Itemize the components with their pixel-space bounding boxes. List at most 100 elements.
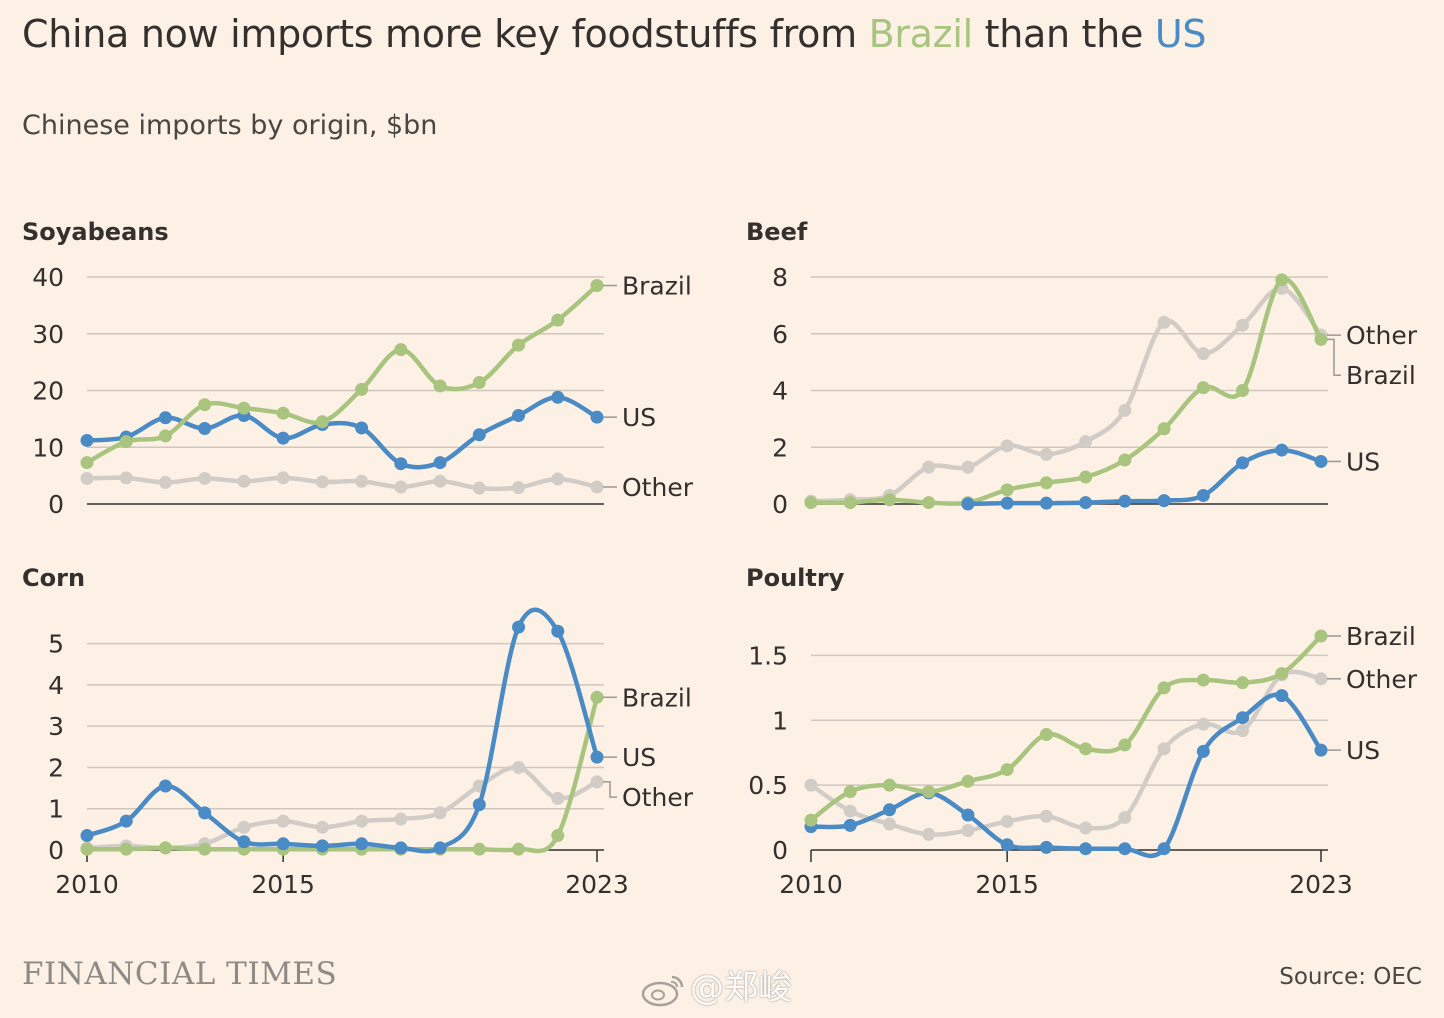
data-point-brazil [315, 415, 329, 429]
data-point-us [158, 411, 172, 425]
series-other [80, 760, 604, 855]
y-tick-label: 1.5 [748, 641, 788, 670]
series-brazil [804, 629, 1328, 827]
data-point-us [1079, 496, 1093, 510]
data-point-brazil [158, 429, 172, 443]
data-point-us [551, 390, 565, 404]
data-point-other [1157, 742, 1171, 756]
y-tick-label: 8 [772, 263, 788, 292]
x-tick-label: 2010 [779, 870, 843, 899]
y-tick-label: 5 [48, 630, 64, 659]
data-point-other [315, 475, 329, 489]
data-point-brazil [961, 774, 975, 788]
data-point-us [843, 818, 857, 832]
data-point-other [355, 474, 369, 488]
series-label-us: US [622, 743, 656, 772]
series-other [80, 471, 604, 495]
data-point-brazil [472, 842, 486, 856]
data-point-us [355, 837, 369, 851]
data-point-other [119, 471, 133, 485]
series-other [804, 281, 1328, 508]
data-point-other [1079, 435, 1093, 449]
data-point-us [1079, 842, 1093, 856]
data-point-brazil [1118, 453, 1132, 467]
data-point-brazil [922, 785, 936, 799]
data-point-other [1236, 724, 1250, 738]
data-point-other [1236, 318, 1250, 332]
data-point-us [198, 806, 212, 820]
panel-title-soyabeans: Soyabeans [22, 218, 169, 246]
data-point-us [472, 798, 486, 812]
data-point-us [1157, 842, 1171, 856]
watermark-text: @郑峻 [690, 968, 792, 1008]
series-label-brazil: Brazil [1346, 361, 1416, 390]
data-point-brazil [1039, 476, 1053, 490]
data-point-brazil [1000, 763, 1014, 777]
data-point-other [1118, 811, 1132, 825]
data-point-other [472, 481, 486, 495]
data-point-us [1157, 494, 1171, 508]
data-point-other [1157, 315, 1171, 329]
series-label-other: Other [1346, 321, 1418, 350]
panel-poultry: Poultry 0 0.5 1 1.5 2010 2015 2023 Brazil Other US [746, 564, 1418, 899]
data-point-brazil [119, 435, 133, 449]
data-point-other [512, 481, 526, 495]
data-point-brazil [1236, 676, 1250, 690]
y-tick-label: 20 [32, 377, 64, 406]
data-point-us [433, 841, 447, 855]
data-point-brazil [1236, 384, 1250, 397]
data-point-brazil [590, 279, 604, 293]
data-point-us [1196, 488, 1210, 502]
data-point-us [315, 839, 329, 853]
panel-soyabeans: Soyabeans 0 10 20 30 40 Brazil US Other [22, 218, 694, 519]
series-label-brazil: Brazil [1346, 622, 1416, 651]
data-point-us [198, 422, 212, 436]
data-point-other [158, 475, 172, 489]
data-point-us [276, 837, 290, 851]
data-point-other [80, 471, 94, 485]
data-point-other [551, 791, 565, 805]
data-point-us [512, 408, 526, 422]
data-point-us [1314, 454, 1328, 468]
data-point-other [843, 804, 857, 818]
y-tick-label: 10 [32, 433, 64, 462]
y-tick-label: 0 [772, 490, 788, 519]
series-us [80, 607, 604, 855]
series-label-other: Other [622, 473, 694, 502]
label-leader [1327, 338, 1341, 376]
data-point-brazil [1118, 738, 1132, 752]
y-tick-label: 0 [772, 836, 788, 865]
data-point-brazil [1079, 470, 1093, 484]
data-point-other [1314, 672, 1328, 686]
y-tick-label: 3 [48, 712, 64, 741]
x-tick-label: 2010 [55, 870, 119, 899]
series-label-other: Other [622, 783, 694, 812]
series-label-us: US [1346, 447, 1380, 476]
data-point-brazil [1196, 673, 1210, 687]
data-point-us [1196, 744, 1210, 758]
data-point-other [237, 820, 251, 834]
y-tick-label: 6 [772, 320, 788, 349]
data-point-other [512, 760, 526, 774]
data-point-brazil [158, 841, 172, 855]
data-point-other [1196, 347, 1210, 361]
data-point-other [804, 778, 818, 792]
data-point-brazil [1079, 742, 1093, 756]
data-point-other [1000, 439, 1014, 453]
data-point-brazil [922, 496, 936, 510]
chart-subtitle: Chinese imports by origin, $bn [22, 110, 438, 141]
data-point-brazil [804, 813, 818, 827]
y-tick-label: 0.5 [748, 771, 788, 800]
title-us: US [1154, 12, 1207, 56]
data-point-brazil [1314, 629, 1328, 643]
data-point-brazil [80, 456, 94, 470]
data-point-other [1039, 447, 1053, 461]
series-brazil [804, 273, 1328, 510]
data-point-other [433, 806, 447, 820]
series-brazil [80, 279, 604, 470]
data-point-other [276, 814, 290, 828]
data-point-us [961, 808, 975, 822]
label-leader [603, 781, 617, 798]
data-point-brazil [882, 493, 896, 507]
y-tick-label: 1 [772, 706, 788, 735]
